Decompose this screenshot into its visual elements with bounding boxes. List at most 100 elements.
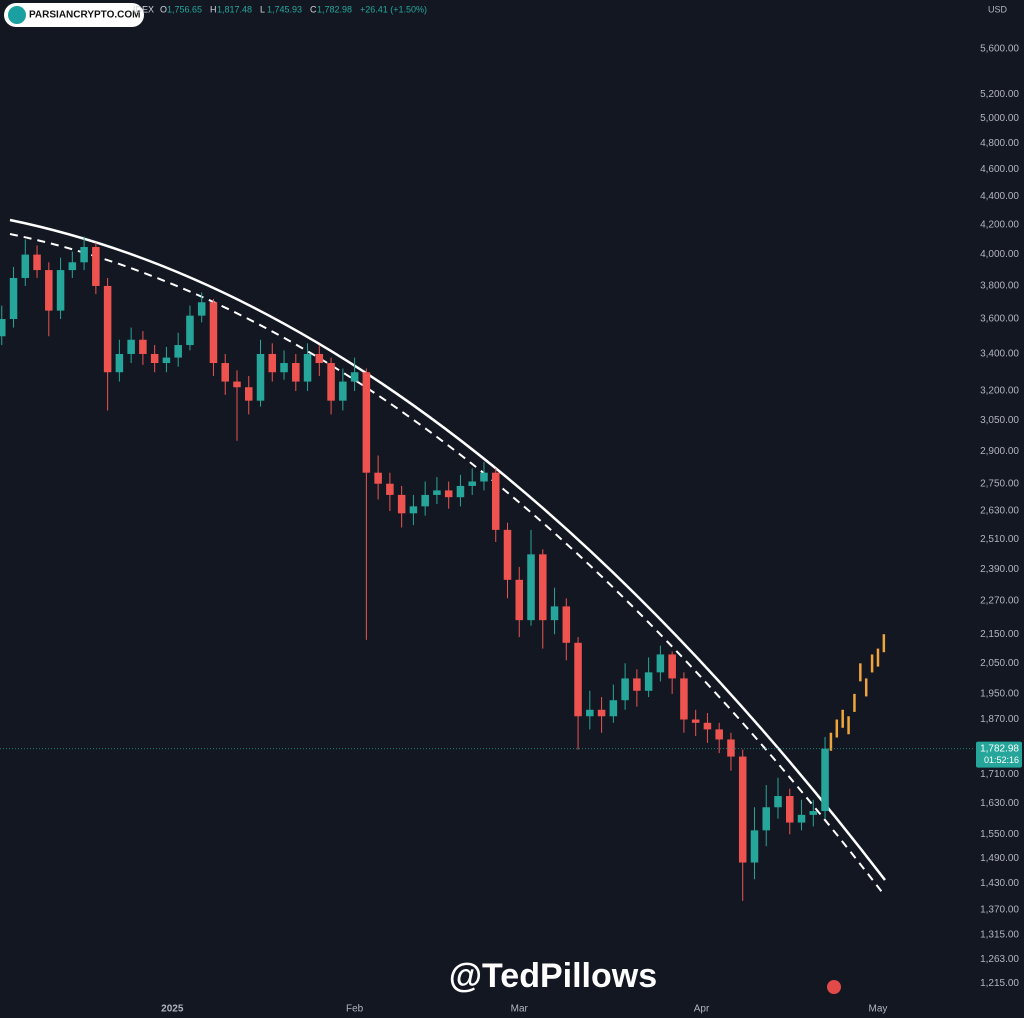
candle-body: [468, 481, 476, 486]
countdown: 01:52:16: [984, 755, 1019, 765]
ohlc-key: H: [210, 4, 217, 14]
candle-body: [162, 357, 171, 364]
candle-body: [0, 319, 6, 337]
candle-body: [527, 554, 535, 621]
candle-body: [186, 315, 194, 346]
ohlc-value: 1,745.93: [267, 4, 302, 14]
candle-body: [127, 339, 135, 354]
candle-body: [797, 814, 806, 823]
y-tick-label: 1,710.00: [980, 769, 1019, 780]
candle-body: [327, 363, 335, 401]
y-tick-label: 5,600.00: [980, 44, 1019, 55]
candle-body: [562, 606, 571, 643]
y-tick-label: 3,800.00: [980, 281, 1019, 292]
candle-body: [421, 494, 429, 507]
candle-body: [668, 654, 676, 679]
ohlc-key: O: [160, 4, 167, 14]
x-tick-label: Mar: [511, 1004, 529, 1015]
candle-body: [586, 709, 594, 717]
y-tick-label: 1,630.00: [980, 798, 1019, 809]
candle-body: [715, 729, 723, 740]
ohlc-value: 1,782.98: [317, 4, 352, 14]
candle-body: [785, 796, 794, 823]
candle-body: [738, 756, 747, 863]
ohlc-value: 1,817.48: [217, 4, 252, 14]
y-tick-label: 1,490.00: [980, 853, 1019, 864]
y-tick-label: 1,370.00: [980, 904, 1019, 915]
candle-body: [409, 506, 418, 514]
candle-body: [45, 270, 53, 311]
candle-body: [21, 254, 30, 278]
candle-body: [197, 302, 206, 316]
y-tick-label: 1,315.00: [980, 929, 1019, 940]
y-tick-label: 1,870.00: [980, 714, 1019, 725]
ohlc-key: C: [310, 4, 317, 14]
logo: [827, 980, 841, 994]
y-tick-label: 2,050.00: [980, 658, 1019, 669]
candle-body: [233, 381, 241, 388]
candle-body: [374, 472, 382, 484]
y-tick-label: 4,200.00: [980, 219, 1019, 230]
y-tick-label: 1,430.00: [980, 878, 1019, 889]
y-tick-label: 2,390.00: [980, 564, 1019, 575]
candle-body: [491, 472, 500, 530]
candle-body: [33, 254, 41, 271]
candle-body: [68, 262, 77, 271]
y-tick-label: 3,200.00: [980, 386, 1019, 397]
candle-body: [397, 494, 406, 514]
watermark: @TedPillows: [449, 957, 657, 995]
x-tick-label: May: [869, 1004, 888, 1015]
x-tick-label: Apr: [694, 1004, 710, 1015]
candle-body: [56, 270, 65, 311]
candle-body: [362, 372, 371, 473]
candle-body: [244, 387, 253, 401]
y-tick-label: 2,510.00: [980, 534, 1019, 545]
candle-body: [303, 353, 312, 382]
candle-body: [809, 811, 818, 815]
currency: USD: [988, 4, 1008, 14]
x-tick-label: Feb: [346, 1004, 364, 1015]
candle-body: [515, 579, 524, 621]
candle-body: [150, 353, 159, 364]
y-tick-label: 3,050.00: [980, 415, 1019, 426]
candle-body: [433, 490, 441, 495]
site-name: PARSIANCRYPTO.COM: [29, 10, 141, 21]
y-tick-label: 5,000.00: [980, 113, 1019, 124]
candle-body: [103, 285, 112, 373]
candle-body: [80, 247, 88, 263]
y-tick-label: 3,400.00: [980, 349, 1019, 360]
y-tick-label: 4,800.00: [980, 138, 1019, 149]
candle-body: [139, 339, 147, 354]
candle-body: [115, 353, 124, 373]
y-tick-label: 1,950.00: [980, 689, 1019, 700]
candle-body: [280, 363, 288, 373]
candle-body: [268, 353, 277, 373]
y-tick-label: 2,750.00: [980, 478, 1019, 489]
y-tick-label: 1,215.00: [980, 978, 1019, 989]
trend-line: [9, 218, 886, 881]
candle-body: [256, 353, 265, 401]
candle-body: [503, 529, 512, 580]
y-tick-label: 3,600.00: [980, 314, 1019, 325]
y-tick-label: 1,550.00: [980, 829, 1019, 840]
ohlc-key: L: [260, 4, 265, 14]
y-tick-label: 1,263.00: [980, 954, 1019, 965]
candle-body: [656, 654, 665, 673]
candle-body: [727, 739, 735, 757]
candle-body: [644, 672, 653, 691]
candle-body: [633, 678, 641, 691]
candle-body: [597, 709, 606, 717]
site-icon: [8, 6, 26, 24]
last-price-box: [976, 741, 1022, 768]
candle-body: [444, 490, 453, 498]
candle-body: [92, 247, 100, 286]
y-tick-label: 5,200.00: [980, 89, 1019, 100]
site-badge: [4, 3, 144, 27]
candle-body: [350, 372, 359, 382]
candle-body: [456, 485, 465, 498]
candle-body: [550, 606, 559, 621]
candle-body: [691, 719, 700, 723]
y-tick-label: 2,150.00: [980, 629, 1019, 640]
